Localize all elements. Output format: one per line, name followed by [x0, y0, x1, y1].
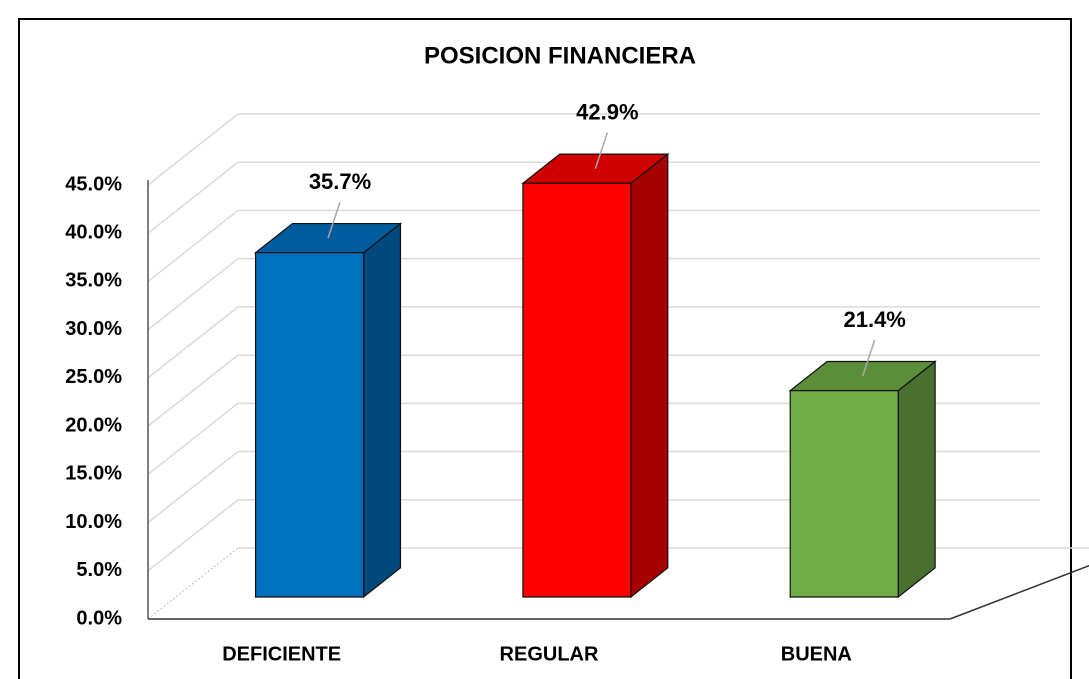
x-tick-label: DEFICIENTE — [222, 643, 341, 665]
chart-title: POSICION FINANCIERA — [424, 42, 696, 69]
grid-line — [147, 354, 239, 427]
leader-line — [594, 132, 609, 169]
grid-line — [147, 161, 239, 234]
leader-line — [861, 339, 876, 377]
bar-side — [897, 360, 936, 599]
data-label: 42.9% — [576, 100, 638, 125]
y-tick-label: 25.0% — [65, 366, 122, 388]
floor-left — [147, 547, 239, 620]
y-tick-label: 45.0% — [65, 173, 122, 195]
leader-line — [327, 201, 341, 239]
bar-side — [362, 222, 402, 599]
bar — [254, 252, 365, 598]
grid-line — [147, 499, 239, 572]
grid-line — [147, 450, 239, 524]
y-tick-label: 0.0% — [76, 607, 122, 629]
bar — [789, 389, 899, 598]
grid-line — [147, 209, 239, 283]
grid-line — [147, 402, 239, 475]
x-tick-label: BUENA — [781, 643, 852, 665]
floor-right — [949, 564, 1089, 620]
y-tick-label: 40.0% — [65, 222, 122, 244]
y-tick-label: 10.0% — [65, 511, 122, 533]
y-tick-label: 30.0% — [65, 318, 122, 340]
bar-side — [630, 152, 669, 599]
grid-line — [147, 306, 239, 379]
data-label: 35.7% — [309, 169, 371, 194]
grid-line — [147, 258, 239, 331]
data-label: 21.4% — [843, 307, 905, 332]
y-tick-label: 15.0% — [65, 463, 122, 485]
y-tick-label: 5.0% — [76, 559, 122, 581]
x-tick-label: REGULAR — [500, 643, 599, 665]
grid-line — [147, 113, 239, 186]
bar — [522, 182, 632, 598]
y-tick-label: 35.0% — [65, 270, 122, 292]
y-tick-label: 20.0% — [65, 414, 122, 436]
